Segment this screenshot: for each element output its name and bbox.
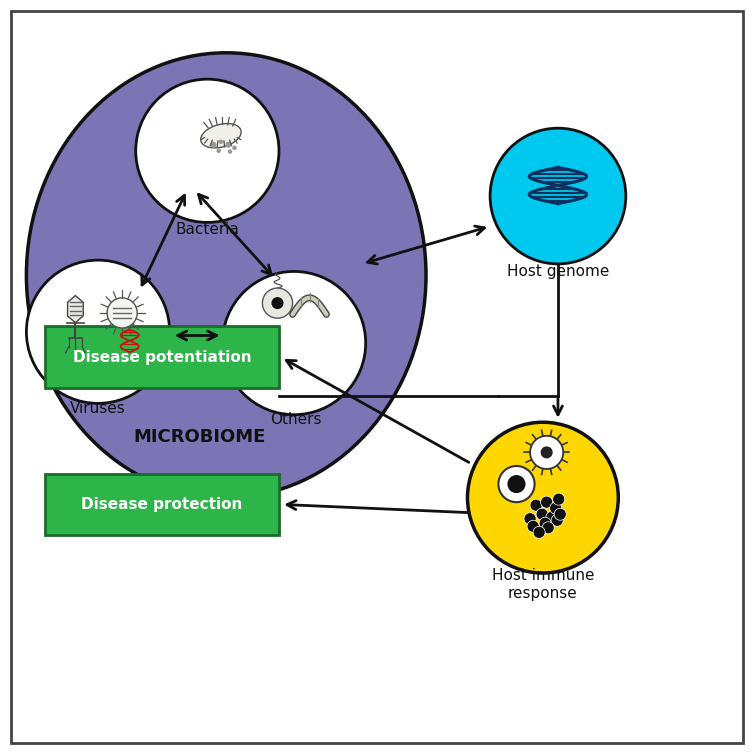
- Circle shape: [219, 139, 223, 144]
- Circle shape: [541, 446, 553, 458]
- Polygon shape: [68, 296, 83, 323]
- Circle shape: [554, 508, 566, 520]
- Circle shape: [490, 128, 626, 264]
- Circle shape: [262, 288, 293, 318]
- Text: Disease potentiation: Disease potentiation: [73, 350, 251, 365]
- Text: Host immune
response: Host immune response: [492, 569, 594, 600]
- FancyBboxPatch shape: [11, 11, 743, 743]
- Circle shape: [553, 493, 565, 505]
- Circle shape: [210, 142, 216, 148]
- Text: Viruses: Viruses: [70, 401, 126, 416]
- Circle shape: [498, 466, 535, 502]
- Ellipse shape: [201, 124, 241, 148]
- Circle shape: [527, 520, 539, 532]
- Circle shape: [551, 514, 563, 526]
- Circle shape: [136, 79, 279, 222]
- Circle shape: [507, 475, 526, 493]
- Circle shape: [467, 422, 618, 573]
- Circle shape: [107, 298, 137, 328]
- Text: Bacteria: Bacteria: [176, 222, 239, 237]
- Circle shape: [546, 511, 558, 523]
- Text: Disease protection: Disease protection: [81, 497, 243, 512]
- FancyBboxPatch shape: [45, 474, 279, 535]
- Circle shape: [26, 260, 170, 403]
- Circle shape: [536, 508, 548, 520]
- Circle shape: [550, 502, 562, 514]
- Circle shape: [530, 436, 563, 469]
- Text: Host genome: Host genome: [507, 264, 609, 279]
- Circle shape: [271, 297, 284, 309]
- Circle shape: [533, 526, 545, 538]
- Text: MICROBIOME: MICROBIOME: [133, 428, 266, 446]
- Circle shape: [539, 517, 551, 529]
- Circle shape: [228, 149, 232, 154]
- Circle shape: [530, 499, 542, 511]
- Ellipse shape: [26, 53, 426, 498]
- Circle shape: [232, 146, 237, 150]
- Circle shape: [542, 522, 554, 534]
- FancyBboxPatch shape: [45, 326, 279, 388]
- Circle shape: [541, 496, 553, 508]
- Circle shape: [216, 149, 221, 153]
- Circle shape: [225, 142, 231, 148]
- Circle shape: [222, 271, 366, 415]
- Text: Others: Others: [271, 412, 322, 428]
- Circle shape: [524, 513, 536, 525]
